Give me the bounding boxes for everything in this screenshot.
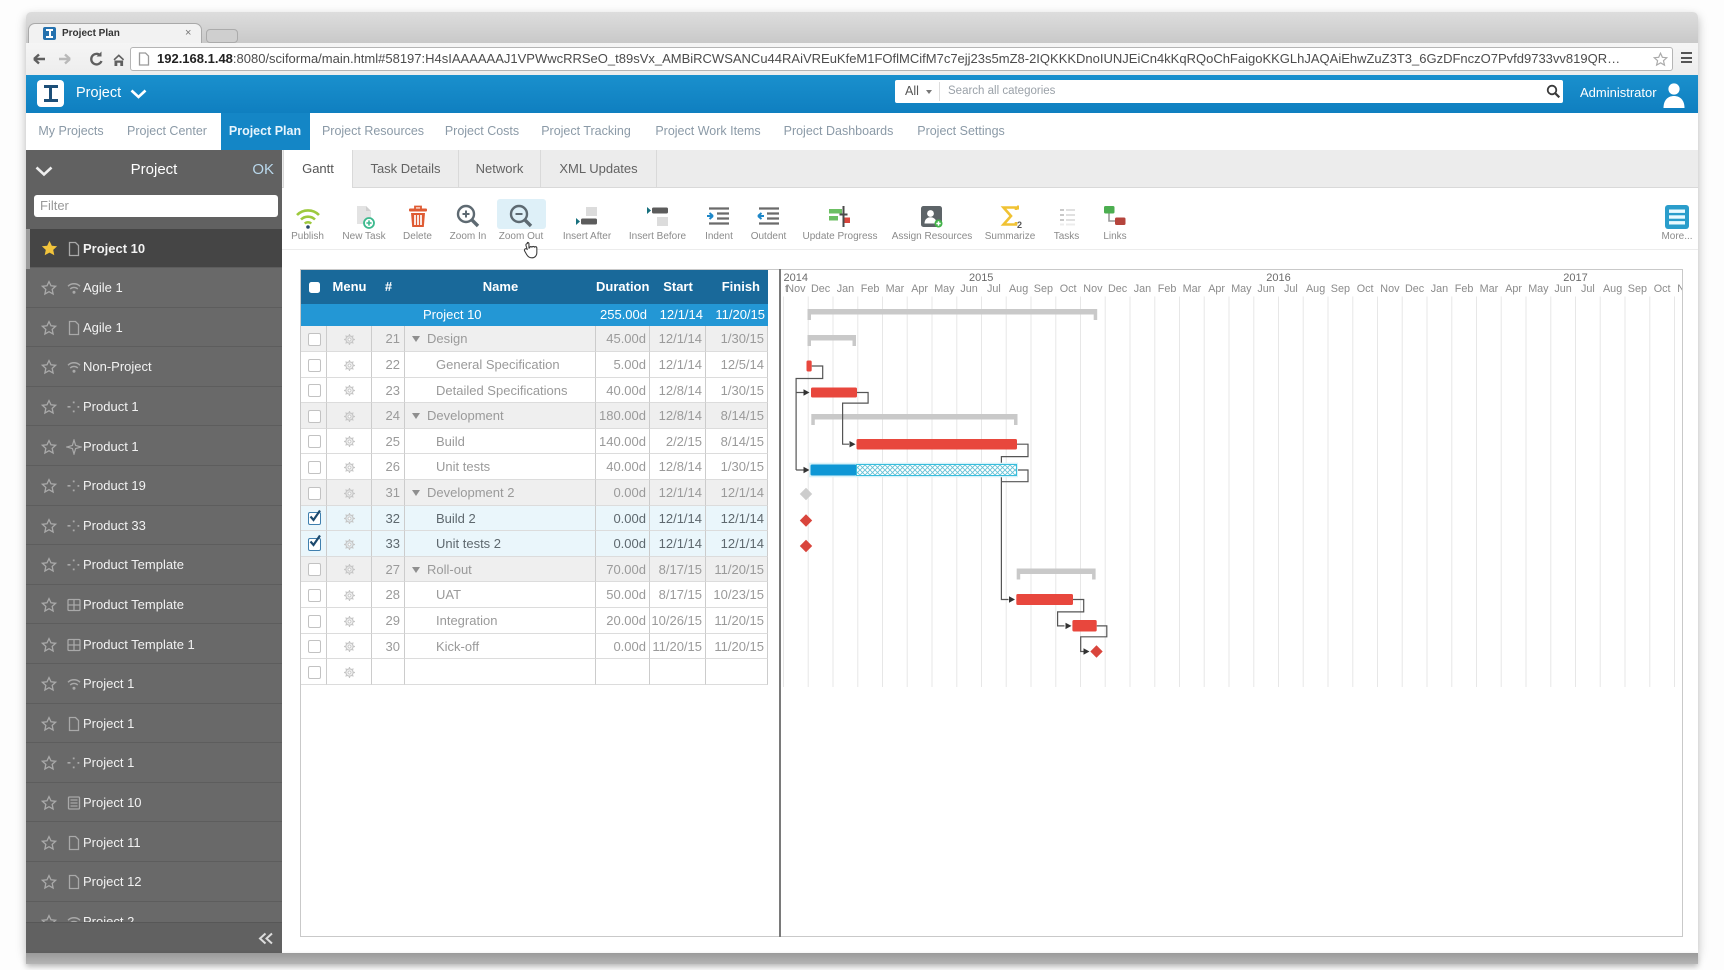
svg-text:Jun: Jun [1257, 283, 1274, 295]
svg-text:Nov: Nov [786, 283, 806, 295]
svg-text:Aug: Aug [1306, 283, 1325, 295]
svg-text:Oct: Oct [1654, 283, 1671, 295]
svg-text:Oct: Oct [1060, 283, 1077, 295]
svg-text:Feb: Feb [1455, 283, 1474, 295]
svg-text:Aug: Aug [1603, 283, 1622, 295]
svg-text:Dec: Dec [1405, 283, 1425, 295]
svg-text:Jul: Jul [987, 283, 1001, 295]
svg-text:Apr: Apr [1505, 283, 1522, 295]
svg-text:2016: 2016 [1266, 272, 1290, 284]
svg-text:Mar: Mar [1183, 283, 1202, 295]
svg-text:Dec: Dec [811, 283, 831, 295]
svg-text:Nov: Nov [1083, 283, 1103, 295]
svg-text:2: 2 [1017, 220, 1022, 230]
svg-text:May: May [934, 283, 955, 295]
svg-text:2015: 2015 [969, 272, 993, 284]
svg-text:Jul: Jul [1581, 283, 1595, 295]
svg-text:Feb: Feb [1158, 283, 1177, 295]
svg-text:Jun: Jun [1554, 283, 1571, 295]
svg-text:2014: 2014 [784, 272, 808, 284]
svg-text:Apr: Apr [1208, 283, 1225, 295]
svg-text:Feb: Feb [861, 283, 880, 295]
svg-text:Nov: Nov [1677, 283, 1682, 295]
svg-text:t: t [785, 283, 788, 295]
svg-text:Mar: Mar [1480, 283, 1499, 295]
svg-text:2017: 2017 [1563, 272, 1587, 284]
svg-text:May: May [1231, 283, 1252, 295]
svg-text:Dec: Dec [1108, 283, 1128, 295]
svg-text:Jul: Jul [1284, 283, 1298, 295]
svg-text:Jun: Jun [960, 283, 977, 295]
svg-text:Oct: Oct [1357, 283, 1374, 295]
svg-text:Sep: Sep [1628, 283, 1647, 295]
svg-text:Sep: Sep [1034, 283, 1053, 295]
svg-text:May: May [1528, 283, 1549, 295]
svg-text:Apr: Apr [911, 283, 928, 295]
svg-text:Aug: Aug [1009, 283, 1028, 295]
svg-text:Mar: Mar [886, 283, 905, 295]
svg-text:Jan: Jan [837, 283, 854, 295]
svg-text:Nov: Nov [1380, 283, 1400, 295]
svg-text:Jan: Jan [1134, 283, 1151, 295]
svg-text:Sep: Sep [1331, 283, 1350, 295]
svg-text:Jan: Jan [1431, 283, 1448, 295]
